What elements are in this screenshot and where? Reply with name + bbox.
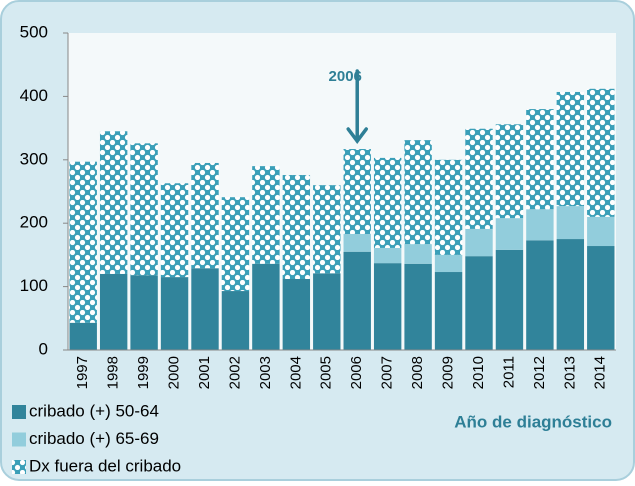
- bar-segment: [434, 254, 463, 273]
- bar-segment: [191, 162, 219, 269]
- x-tick-label: 2005: [318, 356, 335, 389]
- legend-label: cribado (+) 65-69: [29, 429, 159, 448]
- bar-segment: [495, 249, 524, 350]
- x-tick-label: 1998: [105, 356, 122, 389]
- x-tick-label: 2014: [592, 356, 609, 389]
- bar-segment: [465, 256, 493, 350]
- bar-segment: [160, 277, 189, 350]
- y-tick-label: 100: [20, 276, 48, 295]
- x-tick-label: 2006: [348, 356, 365, 389]
- bar-segment: [221, 197, 250, 292]
- bar-segment: [252, 263, 280, 350]
- bar-segment: [282, 175, 311, 279]
- bar-segment: [434, 272, 463, 350]
- legend-swatch: [12, 460, 26, 474]
- bar-segment: [434, 159, 463, 255]
- bar-segment: [373, 157, 402, 248]
- bar-segment: [404, 140, 432, 245]
- bar-segment: [495, 218, 524, 250]
- legend-label: cribado (+) 50-64: [29, 401, 159, 420]
- x-axis-label: Año de diagnóstico: [454, 412, 612, 431]
- bar-segment: [556, 206, 585, 240]
- bar-segment: [99, 273, 128, 350]
- legend-swatch: [12, 432, 26, 447]
- bar-segment: [99, 131, 128, 274]
- bar-segment: [526, 240, 554, 350]
- x-tick-label: 1999: [135, 356, 152, 389]
- y-tick-label: 300: [20, 149, 48, 168]
- bar-segment: [282, 278, 311, 350]
- bar-segment: [221, 291, 250, 350]
- bar-segment: [587, 246, 615, 350]
- x-tick-label: 2011: [500, 356, 517, 388]
- legend-swatch: [12, 405, 26, 419]
- y-tick-label: 0: [39, 339, 48, 358]
- x-tick-label: 2007: [379, 356, 396, 389]
- x-tick-label: 2004: [287, 356, 304, 389]
- bar-segment: [465, 128, 493, 229]
- bar-segment: [373, 247, 402, 264]
- plot-area: [68, 33, 616, 350]
- annotation: 2006: [329, 68, 362, 85]
- y-tick-label: 500: [20, 22, 48, 41]
- bar-segment: [587, 88, 615, 217]
- bar-segment: [587, 216, 615, 247]
- y-tick-label: 400: [20, 86, 48, 105]
- bar-segment: [373, 263, 402, 350]
- y-tick-label: 200: [20, 213, 48, 232]
- legend-label: Dx fuera del cribado: [29, 456, 181, 475]
- x-tick-label: 2012: [531, 356, 548, 389]
- bar-segment: [191, 268, 219, 350]
- bar-segment: [69, 322, 97, 350]
- annotation-arrow: [346, 69, 368, 144]
- bar-segment: [313, 185, 341, 274]
- bar-segment: [343, 149, 371, 234]
- x-tick-label: 2008: [409, 356, 426, 389]
- x-tick-label: 1997: [74, 356, 91, 389]
- bar-segment: [252, 166, 280, 264]
- bar-segment: [465, 228, 493, 257]
- bar-segment: [526, 109, 554, 210]
- bar-segment: [160, 183, 189, 278]
- bar-segment: [404, 263, 432, 350]
- x-tick-label: 2001: [196, 356, 213, 389]
- x-tick-label: 2003: [257, 356, 274, 389]
- bar-segment: [556, 239, 585, 350]
- bar-segment: [526, 209, 554, 241]
- bar-segment: [313, 273, 341, 350]
- bar-segment: [343, 233, 371, 252]
- bar-segment: [404, 244, 432, 264]
- x-tick-label: 2002: [226, 356, 243, 389]
- x-tick-label: 2010: [470, 356, 487, 389]
- bar-segment: [495, 124, 524, 219]
- x-tick-label: 2013: [561, 356, 578, 389]
- bar-segment: [130, 275, 158, 350]
- x-tick-label: 2000: [166, 356, 183, 389]
- bar-segment: [69, 161, 97, 323]
- x-tick-label: 2009: [440, 356, 457, 389]
- bar-segment: [556, 91, 585, 207]
- bar-segment: [343, 251, 371, 350]
- bar-segment: [130, 143, 158, 276]
